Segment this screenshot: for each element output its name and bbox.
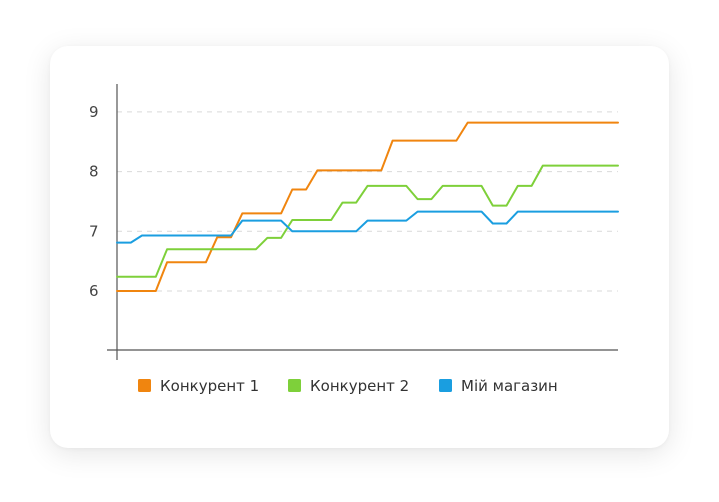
legend-swatch-2 <box>288 379 301 392</box>
series-line-1 <box>116 121 619 292</box>
series-line-2 <box>116 164 619 278</box>
y-tick-label-9: 9 <box>89 103 99 121</box>
legend-label-1: Конкурент 1 <box>160 377 259 395</box>
legend-label-3: Мій магазин <box>461 377 558 395</box>
chart-card: 6 7 8 9 Конкурент 1 Конкурент 2 Мій магазин <box>50 46 669 448</box>
axes-layer <box>107 84 618 360</box>
grid-layer <box>117 111 618 292</box>
legend-swatch-1 <box>138 379 151 392</box>
price-chart: 6 7 8 9 Конкурент 1 Конкурент 2 Мій магазин <box>89 84 619 395</box>
y-tick-labels: 6 7 8 9 <box>89 103 99 300</box>
legend-label-2: Конкурент 2 <box>310 377 409 395</box>
y-tick-label-7: 7 <box>89 222 99 240</box>
legend-swatch-3 <box>439 379 452 392</box>
series-line-3 <box>116 210 619 244</box>
y-tick-label-8: 8 <box>89 163 99 181</box>
y-tick-label-6: 6 <box>89 282 99 300</box>
series-layer <box>116 121 619 292</box>
legend: Конкурент 1 Конкурент 2 Мій магазин <box>138 377 558 395</box>
